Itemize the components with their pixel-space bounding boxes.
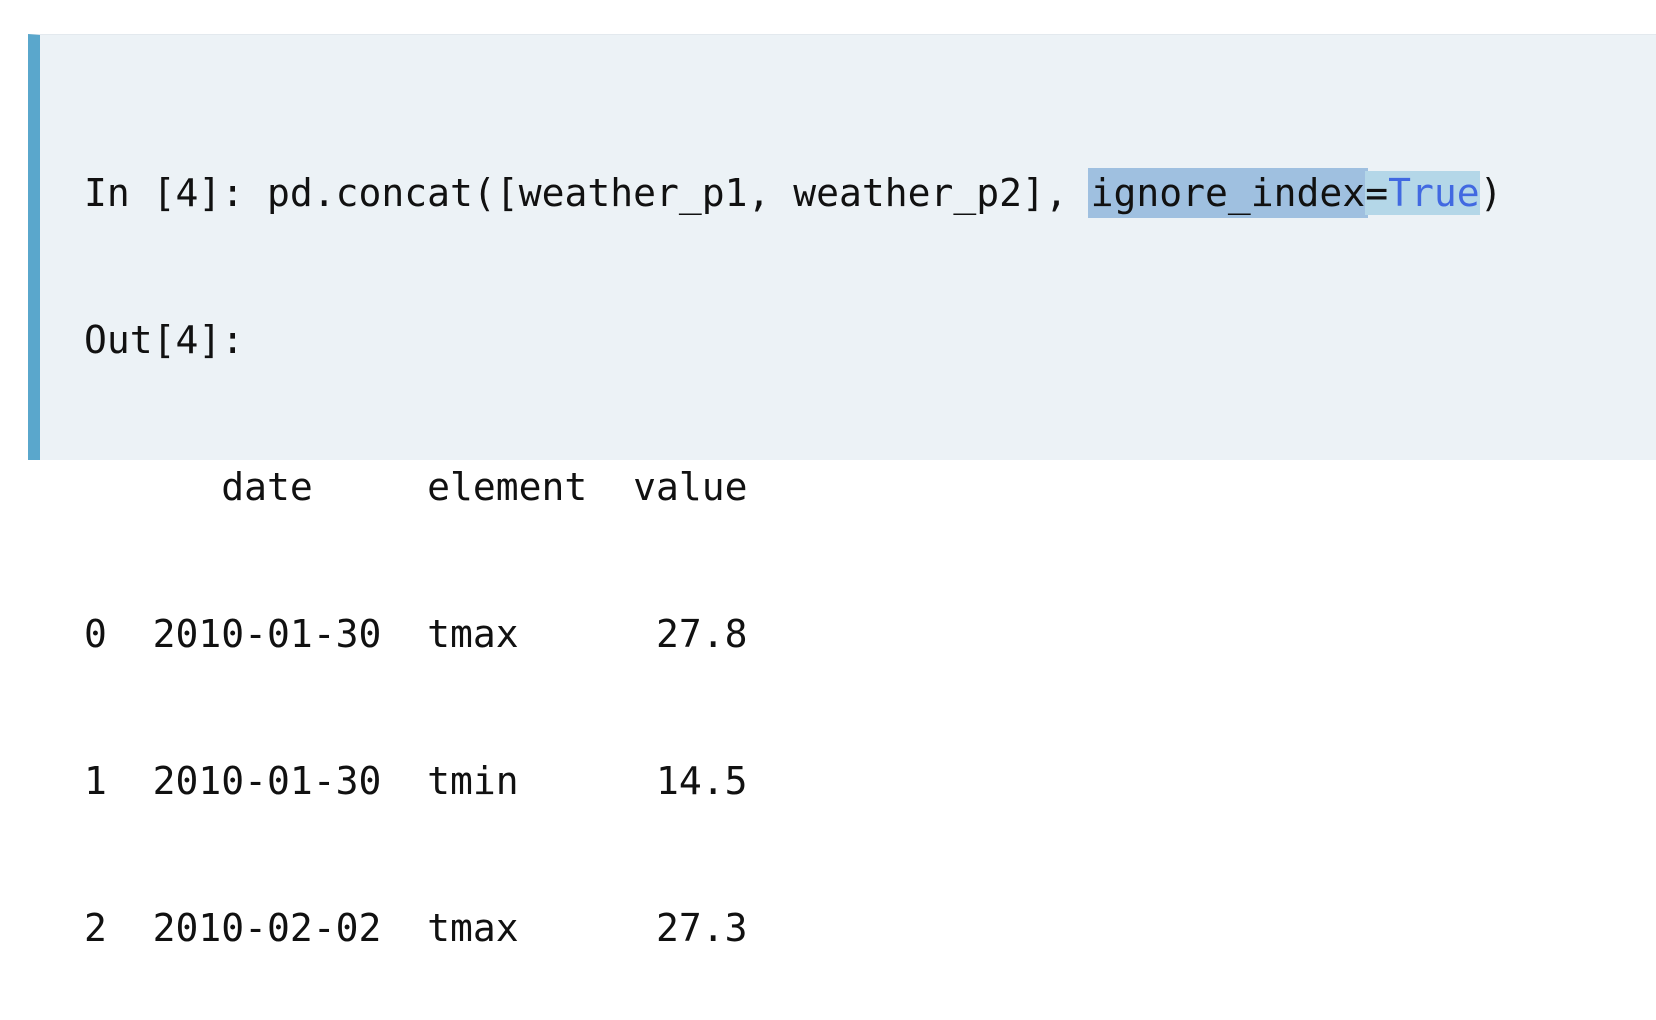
table-row: 0 2010-01-30 tmax 27.8 <box>84 612 748 656</box>
code-text: In [4]: pd.concat([weather_p1, weather_p… <box>84 71 1502 1020</box>
code-call: pd.concat([weather_p1, weather_p2], <box>267 171 1091 215</box>
table-header: date element value <box>84 465 748 509</box>
selected-kwarg-eq[interactable]: = <box>1365 171 1389 215</box>
code-cell: In [4]: pd.concat([weather_p1, weather_p… <box>28 34 1656 950</box>
input-line[interactable]: In [4]: pd.concat([weather_p1, weather_p… <box>84 168 1503 218</box>
selected-kwarg-value[interactable]: True <box>1388 171 1480 215</box>
table-row: 2 2010-02-02 tmax 27.3 <box>84 906 748 950</box>
code-close-paren: ) <box>1479 171 1503 215</box>
input-prompt: In [4]: <box>84 171 268 215</box>
selected-kwarg-name[interactable]: ignore_index <box>1087 168 1369 218</box>
output-prompt: Out[4]: <box>84 318 245 362</box>
table-row: 1 2010-01-30 tmin 14.5 <box>84 759 748 803</box>
